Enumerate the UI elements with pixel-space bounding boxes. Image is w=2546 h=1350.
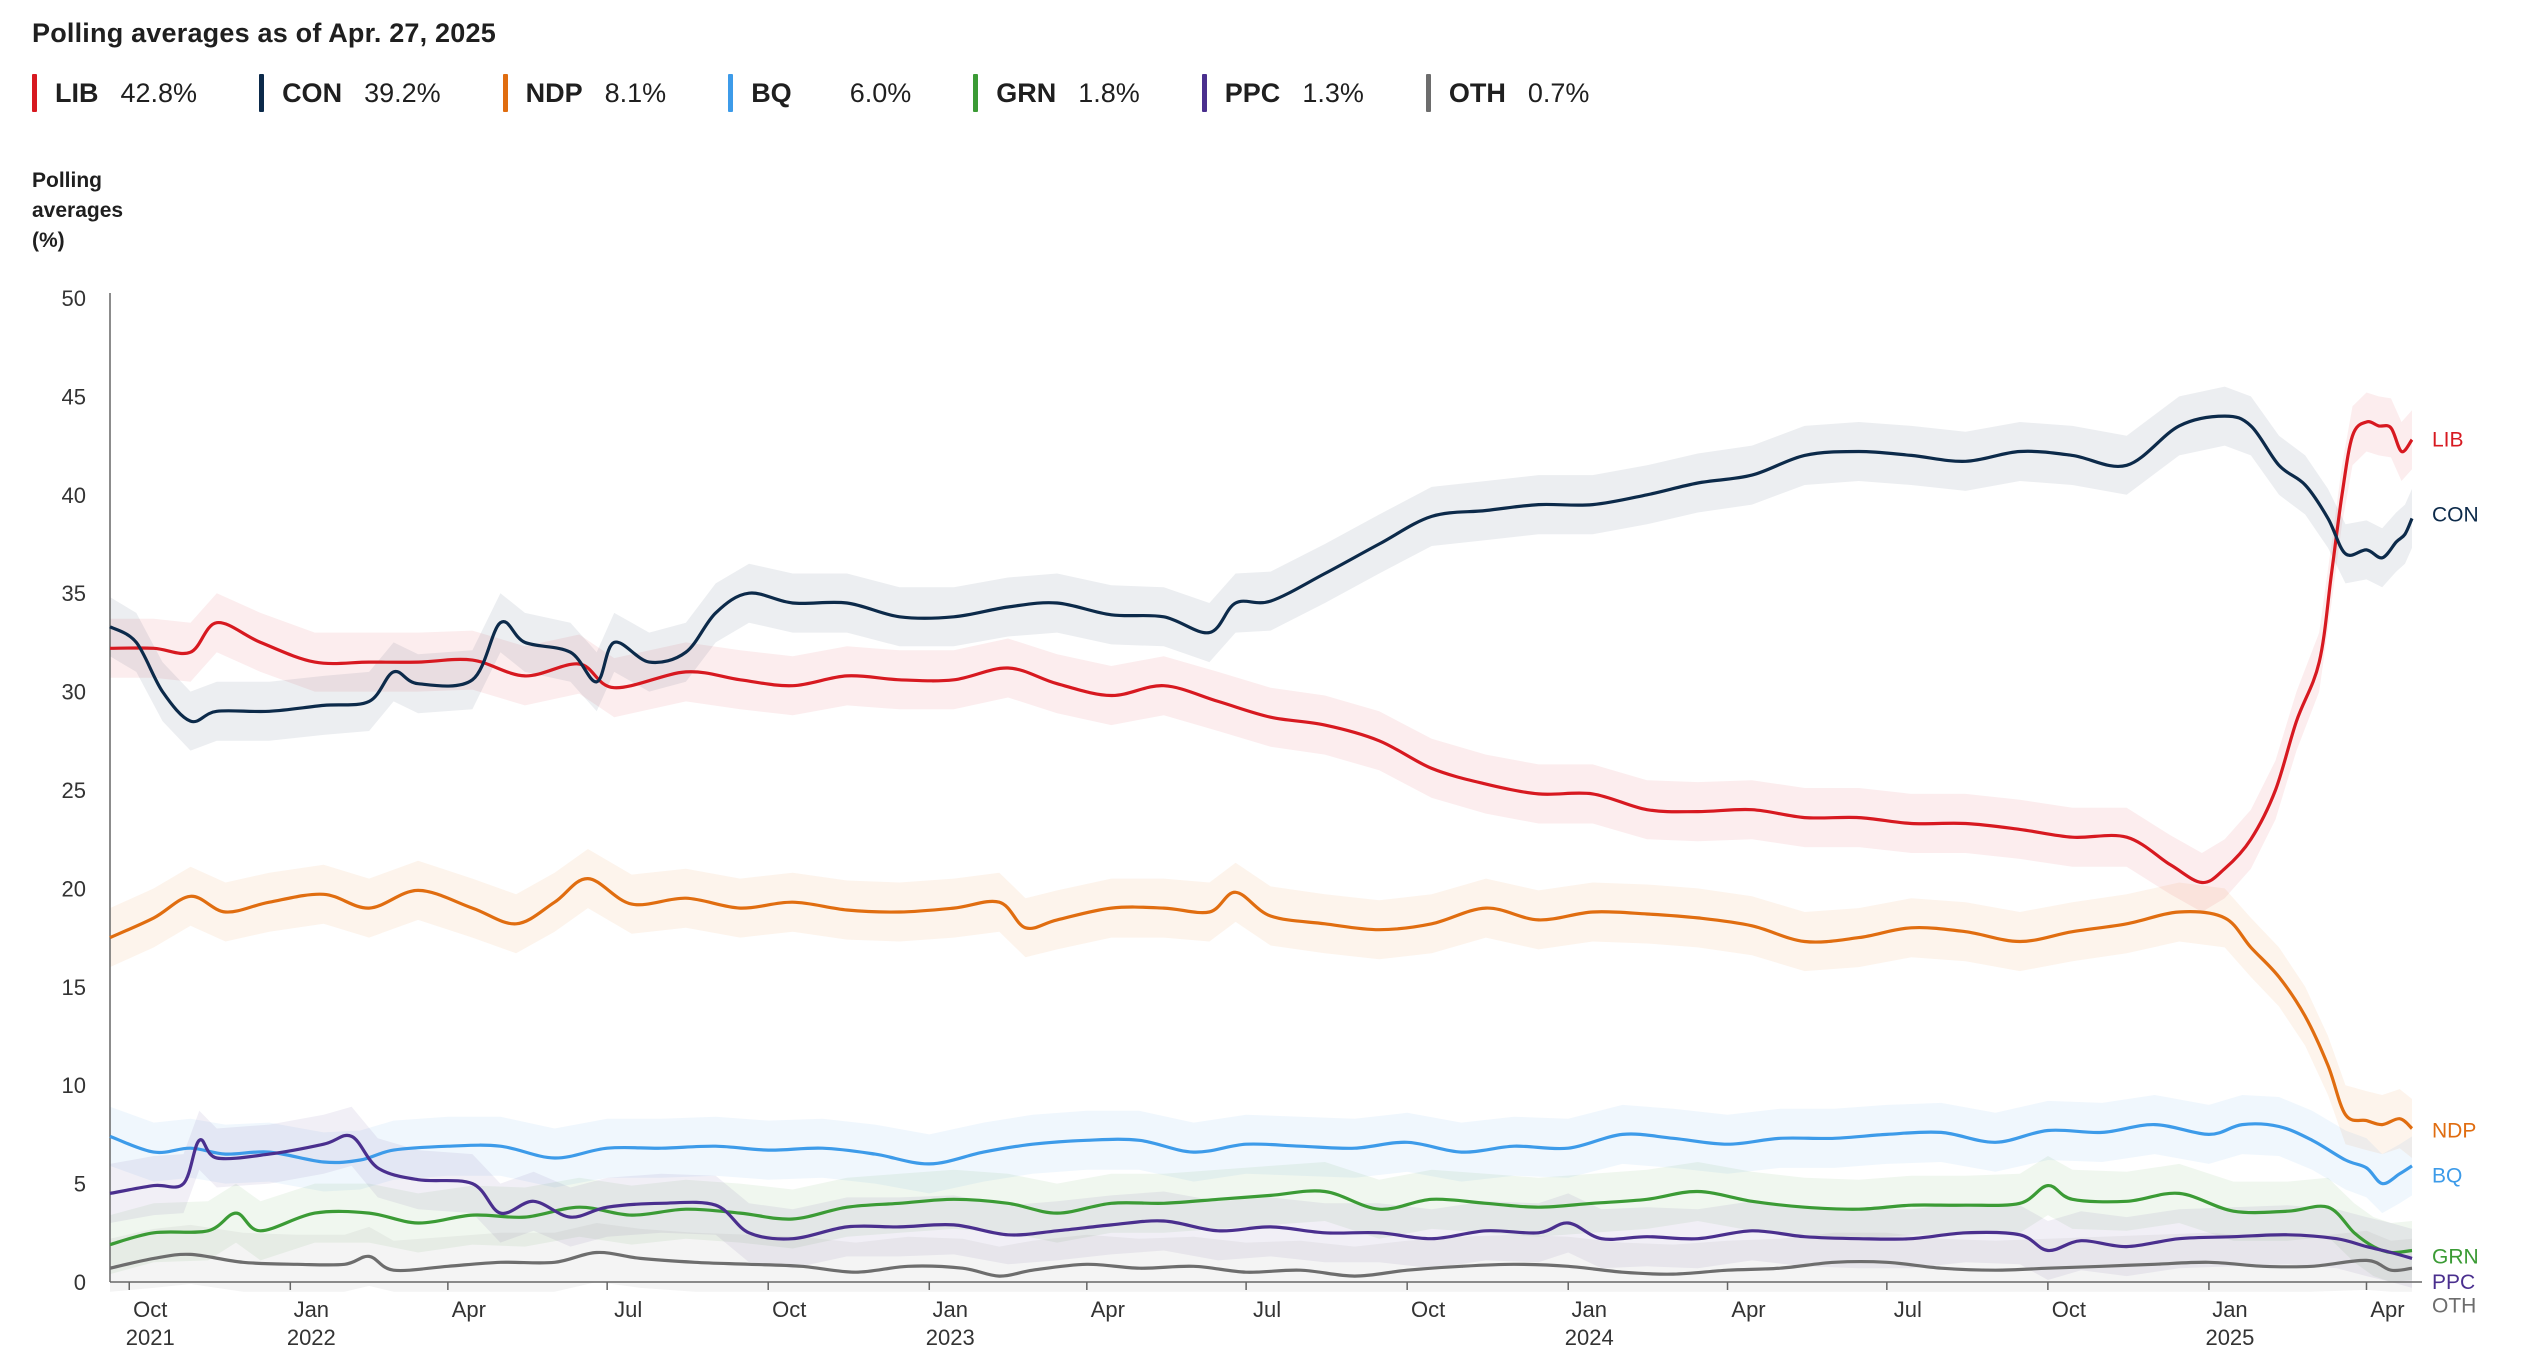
legend-item-lib: LIB 42.8%	[32, 74, 197, 112]
x-tick-year-label: 2023	[926, 1325, 975, 1350]
uncertainty-bands	[110, 386, 2412, 1292]
legend-value-lib: 42.8%	[120, 77, 198, 108]
legend-value-ppc: 1.3%	[1302, 77, 1364, 108]
end-label-grn: GRN	[2432, 1245, 2479, 1268]
legend-swatch-oth	[1425, 74, 1431, 112]
x-tick-label: Apr	[2370, 1297, 2404, 1322]
legend-party-ndp: NDP	[525, 77, 583, 108]
line-grn	[109, 1184, 2413, 1255]
legend-swatch-con	[259, 74, 265, 112]
y-tick-label: 45	[62, 384, 86, 409]
chart-title: Polling averages as of Apr. 27, 2025	[32, 18, 496, 48]
end-label-oth: OTH	[2432, 1295, 2476, 1318]
end-label-con: CON	[2432, 503, 2479, 526]
legend-swatch-ndp	[502, 74, 508, 112]
y-tick-label: 25	[62, 778, 86, 803]
x-tick-label: Oct	[1411, 1297, 1445, 1322]
y-tick-label: 15	[62, 975, 86, 1000]
end-label-ndp: NDP	[2432, 1119, 2476, 1142]
y-tick-label: 5	[74, 1172, 86, 1197]
legend-value-bq: 6.0%	[849, 77, 912, 108]
y-tick-label: 50	[62, 286, 86, 311]
legend-party-con: CON	[282, 77, 343, 108]
end-label-bq: BQ	[2432, 1165, 2462, 1188]
x-tick-label: Jan	[933, 1297, 968, 1322]
legend-value-grn: 1.8%	[1078, 77, 1140, 108]
y-tick-label: 35	[62, 581, 86, 606]
line-ndp	[109, 876, 2414, 1130]
x-tick-label: Apr	[1731, 1297, 1765, 1322]
line-con	[109, 414, 2414, 724]
legend-value-con: 39.2%	[364, 77, 441, 108]
x-tick-year-label: 2022	[287, 1325, 336, 1350]
legend-swatch-lib	[32, 74, 37, 112]
legend-swatch-bq	[728, 74, 734, 112]
legend-party-ppc: PPC	[1224, 77, 1281, 108]
legend-item-grn: GRN 1.8%	[973, 74, 1140, 112]
y-axis-title: Polling averages (%)	[32, 169, 124, 252]
band-ndp	[110, 849, 2412, 1158]
legend-value-oth: 0.7%	[1527, 77, 1590, 108]
x-tick-label: Jan	[294, 1297, 329, 1322]
x-tick-label: Oct	[772, 1297, 806, 1322]
y-tick-label: 30	[62, 680, 86, 705]
end-label-ppc: PPC	[2432, 1271, 2475, 1294]
x-tick-label: Jul	[614, 1297, 642, 1322]
band-oth	[110, 1223, 2412, 1292]
y-tick-label: 0	[74, 1270, 86, 1295]
x-tick-label: Oct	[133, 1297, 167, 1322]
legend-item-bq: BQ 6.0%	[728, 74, 911, 112]
legend-item-ndp: NDP 8.1%	[502, 74, 667, 112]
x-tick-label: Jan	[1571, 1297, 1606, 1322]
legend-swatch-grn	[973, 74, 979, 112]
y-tick-label: 20	[62, 876, 86, 901]
x-tick-label: Apr	[1091, 1297, 1125, 1322]
line-oth	[109, 1250, 2413, 1278]
legend-party-oth: OTH	[1448, 77, 1506, 108]
legend-party-lib: LIB	[55, 77, 99, 108]
x-tick-year-label: 2024	[1565, 1325, 1614, 1350]
line-ppc	[109, 1133, 2413, 1260]
x-tick-label: Jul	[1253, 1297, 1281, 1322]
x-tick-year-label: 2021	[126, 1325, 175, 1350]
line-bq	[109, 1122, 2413, 1186]
end-label-lib: LIB	[2432, 429, 2464, 452]
x-tick-label: Jul	[1894, 1297, 1922, 1322]
x-tick-label: Oct	[2052, 1297, 2086, 1322]
band-con	[110, 386, 2412, 751]
legend-party-bq: BQ	[751, 77, 792, 108]
x-tick-label: Jan	[2212, 1297, 2247, 1322]
band-ppc	[110, 1106, 2412, 1288]
band-grn	[110, 1156, 2412, 1282]
line-lib	[109, 420, 2414, 885]
legend-item-oth: OTH 0.7%	[1425, 74, 1590, 112]
x-tick-year-label: 2025	[2205, 1325, 2254, 1350]
legend-item-ppc: PPC 1.3%	[1201, 74, 1364, 112]
band-bq	[110, 1095, 2412, 1214]
y-tick-label: 10	[62, 1073, 86, 1098]
series-lines	[109, 414, 2414, 1278]
legend-item-con: CON 39.2%	[259, 74, 441, 112]
legend-swatch-ppc	[1201, 74, 1207, 112]
y-tick-label: 40	[62, 483, 86, 508]
legend-value-ndp: 8.1%	[604, 77, 667, 108]
legend-party-grn: GRN	[996, 77, 1057, 108]
legend: LIB 42.8% CON 39.2% NDP 8.1% BQ 6.0% GRN…	[32, 74, 1651, 112]
x-tick-label: Apr	[452, 1297, 486, 1322]
